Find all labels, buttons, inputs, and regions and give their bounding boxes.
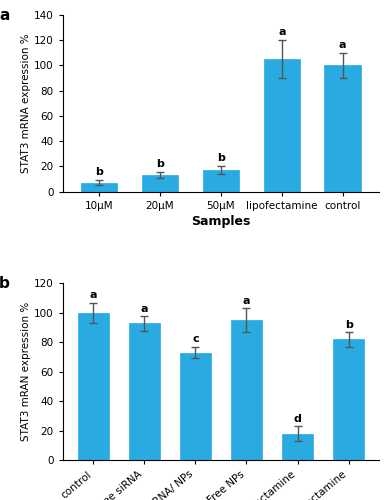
Bar bbox=[81, 183, 117, 192]
Text: a: a bbox=[278, 27, 285, 37]
Bar bbox=[231, 320, 262, 460]
Bar bbox=[203, 170, 239, 192]
Bar bbox=[142, 175, 178, 192]
Text: b: b bbox=[345, 320, 353, 330]
Bar bbox=[282, 434, 313, 460]
Bar bbox=[325, 66, 361, 192]
Text: a: a bbox=[0, 8, 10, 23]
Text: a: a bbox=[339, 40, 346, 50]
Bar bbox=[264, 59, 300, 192]
Text: c: c bbox=[192, 334, 199, 344]
Text: b: b bbox=[217, 153, 225, 163]
Text: b: b bbox=[0, 276, 10, 291]
X-axis label: Samples: Samples bbox=[191, 215, 251, 228]
Bar bbox=[78, 313, 109, 460]
Text: b: b bbox=[156, 159, 164, 169]
Y-axis label: STAT3 mRAN expression %: STAT3 mRAN expression % bbox=[21, 302, 31, 442]
Text: b: b bbox=[95, 167, 103, 177]
Text: d: d bbox=[294, 414, 301, 424]
Text: a: a bbox=[90, 290, 97, 300]
Bar bbox=[180, 352, 211, 460]
Bar bbox=[129, 323, 160, 460]
Y-axis label: STAT3 mRNA expression %: STAT3 mRNA expression % bbox=[21, 34, 31, 173]
Bar bbox=[333, 340, 364, 460]
Text: a: a bbox=[140, 304, 148, 314]
Text: a: a bbox=[243, 296, 250, 306]
